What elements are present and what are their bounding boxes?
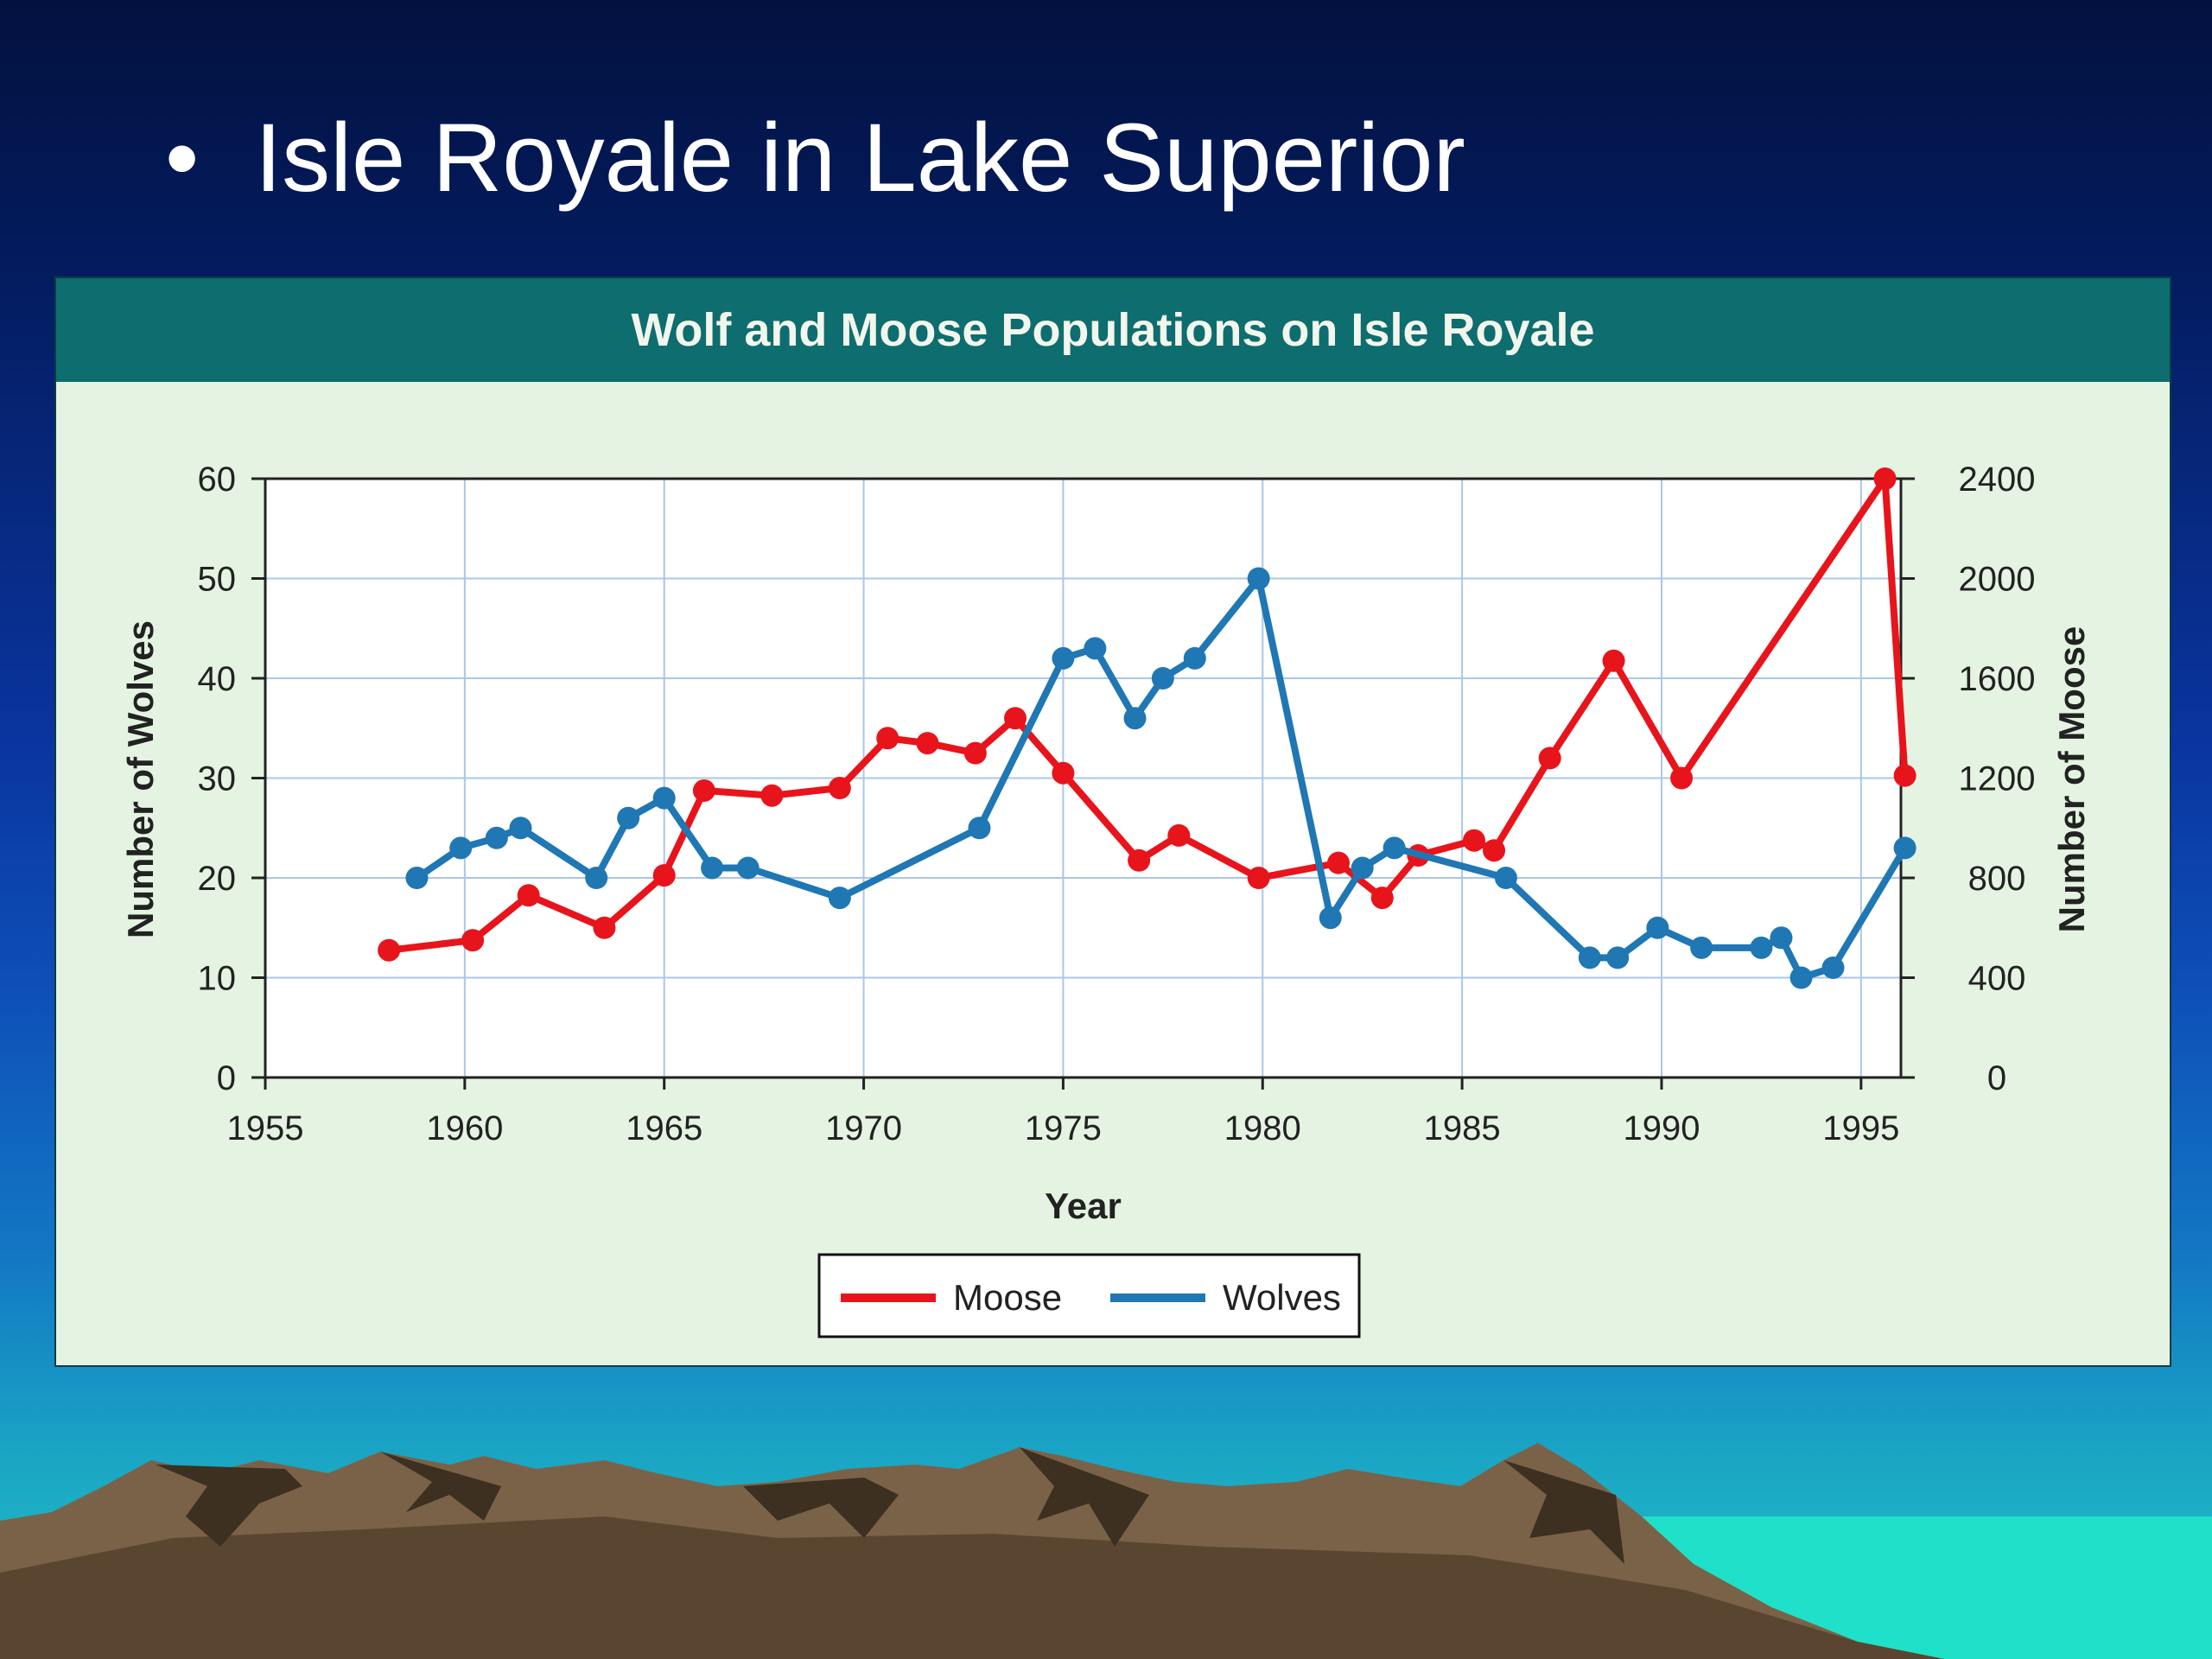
y-axis-title-right: Number of Moose [2051,626,2092,933]
y-axis-title-left: Number of Wolves [120,620,161,938]
moose-data-point [1893,764,1916,787]
y-tick-label-right: 2400 [1959,461,2036,499]
y-tick-label-left: 10 [198,960,237,998]
wolves-data-point [1606,946,1630,969]
moose-data-point [1052,761,1075,785]
moose-data-point [1326,851,1350,874]
wolves-data-point [701,856,724,880]
moose-data-point [692,779,715,802]
moose-series-line [385,475,1909,954]
wolves-data-point [1821,956,1845,979]
moose-data-point [828,777,851,800]
wolves-data-point [485,826,508,849]
moose-data-point [963,741,987,765]
moose-data-point [1370,887,1394,910]
moose-data-point [916,732,939,755]
x-tick-label: 1990 [1623,1109,1700,1147]
wolves-data-point [1770,926,1793,950]
y-tick-label-right: 1200 [1959,760,2036,798]
x-axis-title: Year [1045,1185,1122,1226]
wolves-data-point [1052,646,1075,670]
moose-data-point [1167,823,1191,847]
moose-data-point [1483,839,1506,862]
wolves-data-point [1247,567,1270,590]
moose-data-point [1247,867,1270,889]
legend-moose-label: Moose [953,1277,1062,1318]
y-tick-label-right: 400 [1968,960,2026,998]
wolves-data-point [1646,916,1669,939]
moose-data-point [1462,829,1485,852]
y-tick-label-left: 30 [198,760,237,798]
wolves-data-point [617,806,640,830]
wolves-data-point [1351,856,1374,880]
wolves-data-point [1750,936,1773,959]
x-tick-label: 1980 [1224,1109,1301,1147]
wolves-data-point [1183,646,1206,670]
chart-plot: 1955 1960 1965 1970 1975 1980 1985 1990 1995 0 10 2… [120,461,2092,1338]
moose-data-point [760,784,784,807]
y-tick-label-right: 0 [1987,1059,2006,1097]
x-tick-label: 1975 [1025,1109,1102,1147]
y-tick-label-left: 40 [198,660,237,698]
y-tick-label-left: 0 [217,1059,236,1097]
x-tick-label: 1955 [227,1109,304,1147]
wolves-data-point [1690,936,1713,959]
wolves-data-point [1382,836,1406,860]
wolves-data-point [968,817,991,840]
wolves-data-point [1084,637,1107,660]
moose-data-point [461,929,485,952]
wolves-data-point [1151,667,1174,690]
moose-data-point [1873,467,1897,490]
wolves-data-point [1578,946,1601,969]
wolves-data-point [585,867,608,889]
wolves-data-point [652,786,676,810]
x-tick-label: 1965 [626,1109,702,1147]
title-text: Isle Royale in Lake Superior [255,104,1465,212]
wolves-data-point [1789,966,1813,989]
wolves-data-point [1123,707,1147,730]
wolves-data-point [1494,867,1517,889]
moose-data-point [1128,849,1151,872]
moose-data-point [876,727,899,750]
moose-data-point [1004,707,1027,730]
chart-title: Wolf and Moose Populations on Isle Royal… [56,278,2170,382]
moose-data-point [593,916,616,939]
y-tick-label-right: 800 [1968,860,2026,898]
wolves-data-point [405,867,429,889]
x-tick-label: 1985 [1424,1109,1501,1147]
mountain-range-illustration [0,1443,2212,1659]
moose-data-point [1602,649,1625,672]
wolves-data-point [509,817,532,840]
wolves-data-point [1319,906,1342,930]
moose-data-point [517,884,540,907]
moose-data-point [378,938,401,962]
y-tick-label-left: 20 [198,860,237,898]
x-tick-label: 1995 [1822,1109,1899,1147]
moose-data-point [1670,766,1694,790]
wolves-data-point [828,887,851,910]
moose-data-point [1538,747,1561,770]
x-tick-label: 1970 [825,1109,902,1147]
chart-panel: Wolf and Moose Populations on Isle Royal… [56,278,2170,1365]
moose-data-point [652,864,676,887]
legend-wolves-label: Wolves [1223,1277,1341,1318]
y-tick-label-left: 50 [198,561,237,599]
y-tick-label-right: 1600 [1959,660,2036,698]
y-tick-label-left: 60 [198,461,237,499]
wolves-data-point [1893,836,1916,860]
wolves-data-point [736,856,760,880]
x-tick-label: 1960 [426,1109,503,1147]
title-bullet: • [165,104,200,212]
wolves-data-point [449,836,473,860]
y-tick-label-right: 2000 [1959,561,2036,599]
